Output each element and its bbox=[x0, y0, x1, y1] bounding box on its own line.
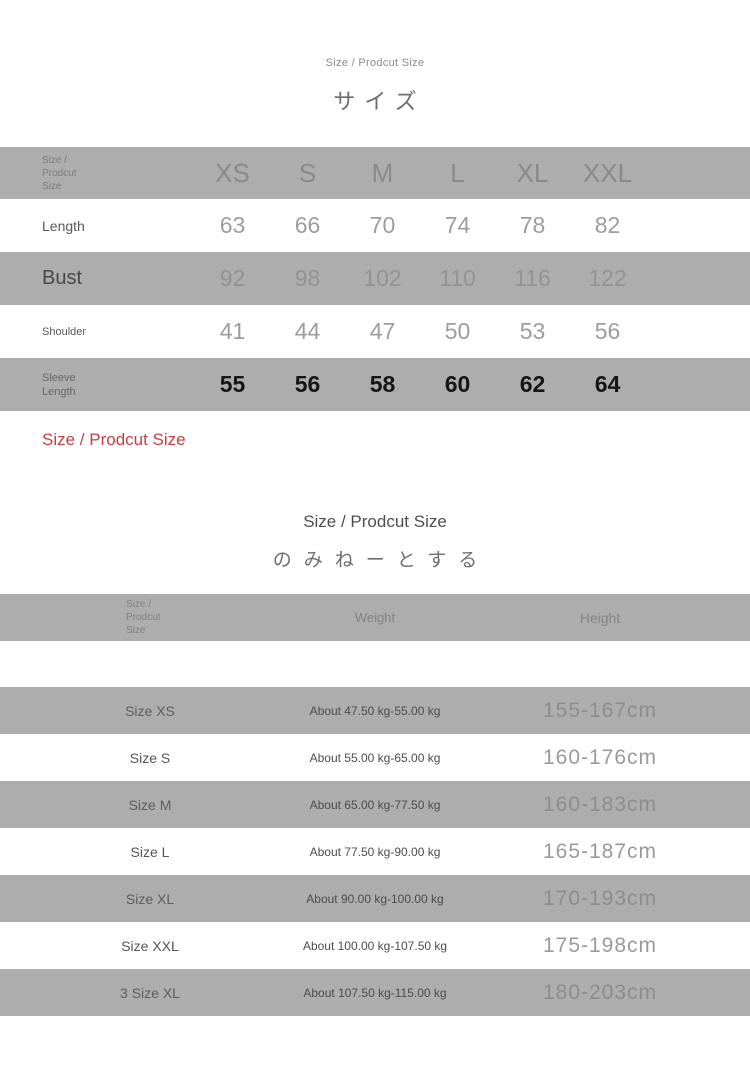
row-label: Bust bbox=[42, 267, 83, 289]
row-label-cell: Shoulder bbox=[0, 326, 195, 338]
size-value: 58 bbox=[369, 371, 396, 397]
top-subtitle: Size / Prodcut Size bbox=[325, 57, 425, 69]
row-label-cell: Bust bbox=[0, 267, 195, 290]
column-header-m: M bbox=[371, 157, 394, 188]
fit-table-row: Size M About 65.00 kg-77.50 kg 160-183cm bbox=[0, 781, 750, 828]
row-label: Shoulder bbox=[42, 325, 87, 338]
fit-height-value: 160-176cm bbox=[542, 745, 658, 769]
fit-table-row: 3 Size XL About 107.50 kg-115.00 kg 180-20… bbox=[0, 969, 750, 1016]
fit-size-label: Size XS bbox=[125, 702, 175, 719]
corner-label: Size / Prodcut Size bbox=[42, 154, 77, 192]
row-label-cell: Sleeve Length bbox=[0, 371, 195, 399]
size-value: 110 bbox=[439, 265, 476, 291]
size-value: 47 bbox=[369, 318, 396, 344]
fit-table-gap bbox=[0, 641, 750, 687]
fit-table-row: Size XXL About 100.00 kg-107.50 kg 175-198… bbox=[0, 922, 750, 969]
weight-column-header: Weight bbox=[354, 610, 396, 625]
row-label-cell: Length bbox=[0, 218, 195, 234]
size-table-row: Bust 92 98 102 110 116 122 bbox=[0, 252, 750, 305]
size-value: 44 bbox=[294, 318, 321, 344]
section2-header: Size / Prodcut Size のみねーとする bbox=[0, 512, 750, 572]
size-value: 56 bbox=[294, 371, 321, 397]
size-value: 60 bbox=[444, 371, 471, 397]
fit-table: Size / Prodcut Size Weight Height Size X… bbox=[0, 594, 750, 1016]
fit-weight-value: About 90.00 kg-100.00 kg bbox=[306, 891, 444, 906]
column-header-s: S bbox=[298, 157, 317, 188]
fit-corner-label-cell: Size / Prodcut Size bbox=[0, 598, 300, 638]
fit-table-row: Size XS About 47.50 kg-55.00 kg 155-167cm bbox=[0, 687, 750, 734]
measurement-table: Size / Prodcut Size XS S M L XL XXL Leng… bbox=[0, 147, 750, 411]
fit-table-body: Size XS About 47.50 kg-55.00 kg 155-167cm S… bbox=[0, 687, 750, 1016]
size-value: 116 bbox=[514, 265, 551, 291]
top-title-jp: サイズ bbox=[333, 89, 426, 114]
fit-weight-value: About 47.50 kg-55.00 kg bbox=[309, 703, 441, 718]
fit-size-label: Size XL bbox=[125, 890, 175, 907]
column-header-xl: XL bbox=[516, 157, 549, 188]
size-value: 102 bbox=[363, 265, 402, 291]
size-value: 62 bbox=[519, 371, 546, 397]
section2-title-en: Size / Prodcut Size bbox=[303, 512, 447, 531]
size-value: 82 bbox=[594, 212, 621, 238]
size-value: 50 bbox=[444, 318, 471, 344]
fit-height-value: 160-183cm bbox=[542, 792, 658, 816]
section2-title-jp: のみねーとする bbox=[272, 550, 490, 571]
size-value: 63 bbox=[219, 212, 246, 238]
size-value: 56 bbox=[594, 318, 621, 344]
size-value: 55 bbox=[219, 371, 246, 397]
fit-weight-value: About 65.00 kg-77.50 kg bbox=[309, 797, 441, 812]
fit-height-value: 155-167cm bbox=[542, 698, 658, 722]
fit-size-label: Size XXL bbox=[121, 937, 179, 954]
column-header-xxl: XXL bbox=[582, 157, 633, 188]
size-value: 98 bbox=[294, 265, 321, 291]
size-value: 122 bbox=[588, 265, 627, 291]
row-label: Length bbox=[42, 217, 85, 234]
fit-size-label: Size L bbox=[130, 843, 170, 860]
fit-height-value: 175-198cm bbox=[542, 933, 658, 957]
page-header: Size / Prodcut Size サイズ bbox=[0, 0, 750, 116]
fit-height-value: 165-187cm bbox=[542, 839, 658, 863]
measurement-table-header: Size / Prodcut Size XS S M L XL XXL bbox=[0, 147, 750, 199]
fit-weight-value: About 55.00 kg-65.00 kg bbox=[309, 750, 441, 765]
measurement-table-body: Length 63 66 70 74 78 82 Bust 92 98 102 110 116 122 Sh… bbox=[0, 199, 750, 411]
fit-table-header: Size / Prodcut Size Weight Height bbox=[0, 594, 750, 641]
fit-size-label: Size S bbox=[129, 749, 171, 766]
fit-weight-value: About 107.50 kg-115.00 kg bbox=[303, 985, 447, 1000]
fit-weight-value: About 100.00 kg-107.50 kg bbox=[302, 938, 448, 953]
size-value: 66 bbox=[294, 212, 321, 238]
height-column-header: Height bbox=[579, 609, 621, 626]
size-value: 70 bbox=[369, 212, 396, 238]
size-value: 74 bbox=[444, 212, 471, 238]
column-header-l: L bbox=[450, 157, 465, 188]
size-value: 53 bbox=[519, 318, 546, 344]
fit-table-row: Size XL About 90.00 kg-100.00 kg 170-193cm bbox=[0, 875, 750, 922]
fit-weight-value: About 77.50 kg-90.00 kg bbox=[309, 844, 441, 859]
fit-height-value: 170-193cm bbox=[542, 886, 658, 910]
fit-size-label: 3 Size XL bbox=[120, 984, 180, 1001]
size-table-row: Sleeve Length 55 56 58 60 62 64 bbox=[0, 358, 750, 411]
size-table-row: Length 63 66 70 74 78 82 bbox=[0, 199, 750, 252]
red-note: Size / Prodcut Size bbox=[42, 430, 186, 449]
row-label: Sleeve Length bbox=[42, 371, 76, 398]
size-value: 78 bbox=[519, 212, 546, 238]
size-value: 41 bbox=[219, 318, 246, 344]
size-value: 92 bbox=[219, 265, 246, 291]
column-header-xs: XS bbox=[215, 157, 250, 188]
corner-label-cell: Size / Prodcut Size bbox=[0, 154, 195, 193]
fit-table-row: Size L About 77.50 kg-90.00 kg 165-187cm bbox=[0, 828, 750, 875]
fit-table-row: Size S About 55.00 kg-65.00 kg 160-176cm bbox=[0, 734, 750, 781]
fit-size-label: Size M bbox=[128, 796, 172, 813]
size-value: 64 bbox=[594, 371, 621, 397]
fit-corner-label: Size / Prodcut Size bbox=[126, 598, 161, 636]
fit-height-value: 180-203cm bbox=[542, 980, 658, 1004]
size-table-row: Shoulder 41 44 47 50 53 56 bbox=[0, 305, 750, 358]
